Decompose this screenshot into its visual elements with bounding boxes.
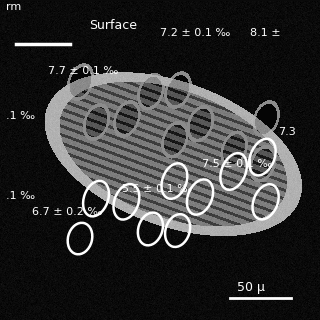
Text: .1 ‰: .1 ‰: [6, 111, 36, 121]
Text: 5.5 ± 0.1 ‰: 5.5 ± 0.1 ‰: [122, 184, 192, 194]
Text: 8.1 ±: 8.1 ±: [250, 28, 280, 38]
Text: 50 μ: 50 μ: [237, 281, 265, 294]
Text: 7.2 ± 0.1 ‰: 7.2 ± 0.1 ‰: [160, 28, 230, 38]
Text: 7.5 ± 0.1 ‰: 7.5 ± 0.1 ‰: [202, 159, 272, 169]
Text: 7.7 ± 0.1 ‰: 7.7 ± 0.1 ‰: [48, 66, 118, 76]
Text: rm: rm: [6, 2, 22, 12]
Text: Surface: Surface: [90, 19, 138, 32]
Text: 7.3: 7.3: [278, 127, 296, 137]
Text: 6.7 ± 0.2 ‰: 6.7 ± 0.2 ‰: [32, 207, 102, 217]
Text: .1 ‰: .1 ‰: [6, 191, 36, 201]
